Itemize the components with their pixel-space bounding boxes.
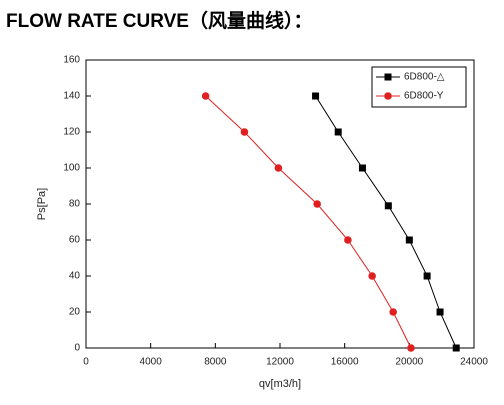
data-point [358,164,366,172]
data-point [452,344,460,352]
y-tick-label: 60 [69,235,81,246]
x-tick-label: 8000 [204,357,227,368]
data-point [313,200,321,208]
legend-marker [384,92,392,100]
data-point [201,92,210,100]
y-tick-label: 20 [69,307,81,318]
y-axis-label: Ps[Pa] [36,188,48,220]
data-point [274,164,283,172]
data-point [384,202,392,210]
y-tick-label: 0 [74,343,80,354]
chart-title: FLOW RATE CURVE（风量曲线）： [6,9,312,32]
data-point [240,128,249,136]
legend-label: 6D800-△ [404,72,445,83]
data-point [344,236,352,244]
y-tick-label: 80 [69,199,81,210]
data-point [389,308,397,316]
y-tick-label: 40 [69,271,81,282]
x-tick-label: 16000 [331,357,359,368]
x-tick-label: 4000 [140,357,163,368]
x-axis-label: qv[m3/h] [259,378,301,390]
data-point [334,128,342,136]
series-line [315,95,457,349]
data-point [405,236,413,244]
legend-box [371,66,467,108]
x-tick-label: 0 [83,357,89,368]
data-point [312,92,320,100]
legend-label: 6D800-Y [404,91,444,102]
x-tick-label: 24000 [460,357,488,368]
data-point [407,344,415,352]
x-tick-label: 20000 [395,357,423,368]
series-line [205,95,412,349]
x-tick-label: 12000 [266,357,294,368]
y-tick-label: 120 [63,127,80,138]
data-point [436,308,444,316]
data-point [423,272,431,280]
y-tick-label: 140 [63,91,80,102]
data-point [368,272,376,280]
legend-marker [384,73,392,81]
y-tick-label: 100 [63,163,80,174]
y-tick-label: 160 [63,55,80,66]
